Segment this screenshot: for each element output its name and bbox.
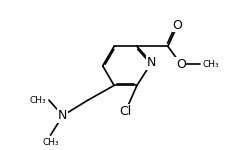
- Text: O: O: [175, 58, 185, 71]
- Text: Cl: Cl: [119, 105, 131, 118]
- Text: N: N: [146, 56, 156, 69]
- Text: CH₃: CH₃: [30, 96, 46, 105]
- Text: O: O: [172, 19, 182, 32]
- Text: N: N: [58, 109, 67, 122]
- Text: CH₃: CH₃: [202, 60, 219, 69]
- Text: CH₃: CH₃: [42, 138, 58, 147]
